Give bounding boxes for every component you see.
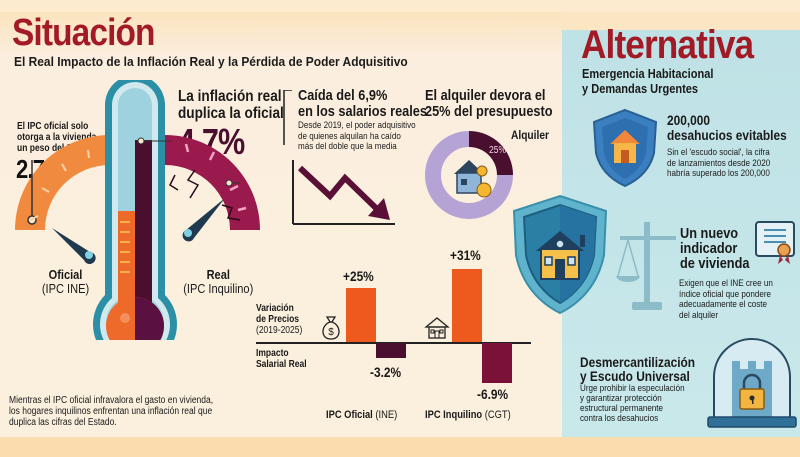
scale-justice-icon: [616, 222, 676, 310]
rent-donut-chart: [425, 131, 513, 219]
item1-heading: 200,000 desahucios evitables: [667, 112, 787, 143]
situacion-title: Situación: [12, 12, 155, 54]
situacion-panel: [0, 12, 562, 437]
ine-price-value: +25%: [343, 268, 374, 284]
glass-dome-castle-lock-icon: [707, 338, 797, 428]
house-icon: [424, 317, 450, 339]
price-variation-label: Variación de Precios (2019-2025): [256, 303, 303, 336]
house-coins-icon: [454, 160, 492, 198]
thermometer-icon: [93, 80, 177, 340]
ine-category-label: IPC Oficial (INE): [326, 409, 398, 421]
rent-pct: 25%: [489, 145, 507, 156]
salary-text: Desde 2019, el poder adquisitivo de quie…: [298, 120, 416, 152]
official-gauge-icon: [15, 135, 110, 264]
cgt-price-value: +31%: [450, 247, 481, 263]
bar-baseline: [256, 342, 531, 344]
thermometer-gauges-graphic: [15, 80, 260, 340]
alternativa-title: Alternativa: [581, 23, 754, 67]
cgt-category-label: IPC Inquilino (CGT): [425, 409, 511, 421]
money-bag-icon: $: [322, 316, 340, 340]
situacion-subtitle: El Real Impacto de la Inflación Real y l…: [14, 54, 408, 69]
svg-text:$: $: [328, 327, 334, 338]
bottom-band: [0, 437, 800, 457]
shield-house-icon: [592, 108, 658, 188]
official-note: El IPC oficial solo otorga a la vivienda…: [17, 121, 97, 154]
footer-text: Mientras el IPC oficial infravalora el g…: [9, 395, 214, 428]
cgt-salary-bar: [482, 343, 512, 383]
certificate-icon: [755, 221, 795, 264]
ine-salary-value: -3.2%: [370, 364, 402, 380]
salary-impact-label: Impacto Salarial Real: [256, 348, 307, 370]
cgt-salary-value: -6.9%: [477, 386, 509, 402]
ine-salary-bar: [376, 343, 406, 358]
cgt-price-bar: [452, 269, 482, 342]
decline-chart-icon: [283, 90, 395, 225]
item3-text: Urge prohibir la especulación y garantiz…: [580, 383, 685, 424]
real-heading: La inflación real duplica la oficial: [178, 88, 284, 122]
item1-text: Sin el 'escudo social', la cifra de lanz…: [667, 147, 771, 179]
item3-heading: Desmercantilización y Escudo Universal: [580, 354, 696, 384]
alternativa-subtitle: Emergencia Habitacional y Demandas Urgen…: [582, 66, 714, 96]
large-shield-house-icon: [512, 194, 608, 315]
real-gauge-label: Real (IPC Inquilino): [183, 267, 254, 296]
top-band: [0, 0, 800, 12]
official-gauge-label: Oficial (IPC INE): [41, 267, 90, 296]
ine-price-bar: [346, 288, 376, 342]
item2-text: Exigen que el INE cree un índice oficial…: [679, 278, 773, 321]
rent-heading: El alquiler devora el 25% del presupuest…: [425, 87, 553, 120]
rent-label: Alquiler: [511, 128, 549, 142]
item2-heading: Un nuevo indicador de vivienda: [680, 225, 750, 272]
real-gauge-icon: [165, 135, 260, 242]
salary-heading: Caída del 6,9% en los salarios reales: [298, 87, 428, 120]
